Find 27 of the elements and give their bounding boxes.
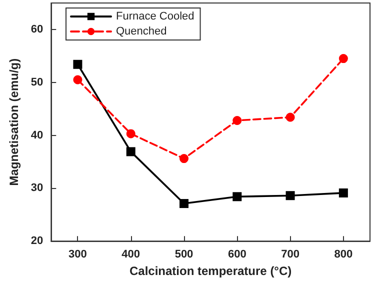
y-tick-label: 30 bbox=[30, 182, 44, 194]
y-tick-label: 50 bbox=[30, 76, 44, 88]
point bbox=[232, 192, 242, 202]
point bbox=[73, 75, 82, 84]
x-tick-label: 400 bbox=[122, 248, 140, 261]
x-tick-label: 600 bbox=[228, 248, 246, 261]
legend-label: Quenched bbox=[116, 26, 167, 38]
legend-label: Furnace Cooled bbox=[116, 10, 194, 22]
point bbox=[338, 188, 348, 198]
point bbox=[286, 112, 295, 122]
point bbox=[232, 116, 242, 125]
y-tick-label: 20 bbox=[30, 235, 44, 248]
point bbox=[286, 191, 295, 200]
y-axis-title: Magnetisation (emu/g) bbox=[7, 58, 21, 186]
point bbox=[338, 54, 348, 64]
point bbox=[180, 154, 188, 164]
point bbox=[179, 199, 188, 208]
point bbox=[126, 147, 136, 156]
x-tick-label: 800 bbox=[334, 248, 353, 261]
x-tick-label: 500 bbox=[174, 248, 194, 261]
y-tick-label: 60 bbox=[30, 23, 44, 36]
x-axis-title: Calcination temperature (°C) bbox=[129, 264, 292, 278]
point bbox=[126, 129, 136, 138]
point bbox=[73, 60, 82, 69]
x-tick-label: 700 bbox=[281, 248, 300, 261]
x-tick-label: 300 bbox=[68, 248, 87, 261]
y-tick-label: 40 bbox=[30, 129, 44, 142]
